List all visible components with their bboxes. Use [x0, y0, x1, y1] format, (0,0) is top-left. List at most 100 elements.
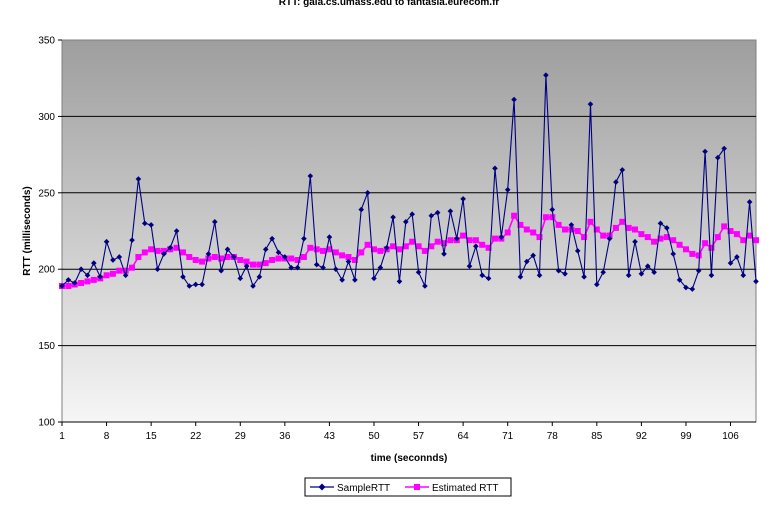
point-samplertt [78, 266, 84, 272]
point-samplertt [670, 251, 677, 257]
point-samplertt [288, 264, 295, 271]
point-estimated-rtt [345, 254, 352, 260]
point-samplertt [180, 274, 186, 280]
x-tick-label: 99 [680, 431, 692, 442]
point-estimated-rtt [746, 232, 753, 239]
point-estimated-rtt [300, 254, 307, 260]
point-samplertt [625, 272, 632, 279]
point-samplertt [313, 261, 320, 268]
point-estimated-rtt [243, 258, 250, 265]
point-samplertt [186, 283, 193, 289]
point-samplertt [212, 219, 218, 225]
point-estimated-rtt [307, 244, 314, 251]
point-estimated-rtt [396, 246, 403, 253]
point-estimated-rtt [460, 232, 467, 239]
x-tick-label: 64 [458, 431, 470, 442]
point-estimated-rtt [211, 254, 218, 260]
point-samplertt [59, 283, 65, 289]
point-estimated-rtt [358, 249, 365, 256]
point-samplertt [530, 252, 536, 259]
point-samplertt [606, 235, 613, 242]
x-tick-label: 15 [146, 431, 158, 442]
point-samplertt [262, 246, 269, 253]
point-estimated-rtt [683, 246, 689, 253]
point-estimated-rtt [555, 221, 562, 228]
point-samplertt [441, 251, 447, 257]
point-estimated-rtt [479, 241, 486, 248]
point-estimated-rtt [542, 214, 549, 221]
point-samplertt [377, 264, 384, 271]
point-samplertt [594, 281, 600, 288]
point-estimated-rtt [651, 238, 658, 245]
point-samplertt [613, 179, 619, 185]
point-estimated-rtt [288, 255, 295, 262]
x-tick-label: 57 [413, 431, 425, 442]
x-tick-label: 29 [235, 431, 247, 442]
point-estimated-rtt [619, 218, 626, 225]
point-estimated-rtt [320, 247, 326, 254]
point-samplertt [237, 275, 244, 282]
point-samplertt [91, 260, 97, 266]
point-samplertt [326, 234, 333, 240]
point-samplertt [422, 283, 428, 289]
point-estimated-rtt [218, 255, 225, 262]
point-samplertt [492, 165, 498, 172]
point-estimated-rtt [714, 234, 721, 241]
point-estimated-rtt [129, 264, 135, 271]
point-samplertt [695, 267, 702, 274]
point-samplertt [332, 266, 339, 272]
point-samplertt [282, 254, 288, 260]
x-axis: 1 8 15 22 29 36 43 50 57 64 71 78 85 92 99 106 [59, 421, 756, 442]
point-samplertt [434, 209, 441, 216]
x-tick-label: 22 [190, 431, 202, 442]
point-estimated-rtt [581, 234, 588, 241]
point-samplertt [504, 186, 511, 193]
point-samplertt [581, 274, 587, 280]
point-estimated-rtt [224, 254, 231, 260]
point-estimated-rtt [326, 246, 333, 253]
point-samplertt [256, 274, 263, 280]
x-tick-label: 106 [722, 431, 739, 442]
point-samplertt [116, 254, 123, 260]
point-estimated-rtt [122, 267, 129, 274]
x-tick-label: 1 [59, 431, 65, 442]
point-estimated-rtt [180, 249, 186, 256]
legend-sample-label: SampleRTT [337, 483, 390, 494]
point-estimated-rtt [562, 226, 568, 233]
point-samplertt [269, 235, 275, 242]
point-samplertt [294, 264, 301, 271]
y-tick-label: 250 [38, 188, 55, 199]
point-samplertt [352, 277, 358, 283]
point-estimated-rtt [351, 257, 358, 263]
point-estimated-rtt [415, 243, 422, 250]
point-samplertt [657, 220, 664, 227]
point-samplertt [167, 245, 174, 251]
point-samplertt [409, 211, 415, 217]
point-estimated-rtt [390, 243, 397, 250]
point-estimated-rtt [186, 254, 193, 260]
point-samplertt [536, 272, 543, 279]
x-tick-label: 92 [636, 431, 648, 442]
point-samplertt [727, 260, 734, 266]
point-estimated-rtt [702, 240, 709, 247]
point-estimated-rtt [447, 237, 454, 244]
point-samplertt [664, 225, 670, 231]
series-layer [59, 72, 759, 292]
point-estimated-rtt [237, 257, 244, 263]
point-samplertt [746, 199, 753, 205]
point-estimated-rtt [676, 241, 683, 248]
point-estimated-rtt [428, 243, 435, 250]
point-estimated-rtt [332, 249, 339, 256]
point-estimated-rtt [492, 235, 498, 242]
point-estimated-rtt [148, 246, 155, 253]
point-samplertt [199, 281, 205, 288]
point-estimated-rtt [536, 234, 543, 241]
point-samplertt [320, 264, 326, 271]
point-estimated-rtt [511, 212, 518, 219]
point-estimated-rtt [517, 221, 524, 228]
point-samplertt [358, 206, 365, 213]
point-estimated-rtt [313, 246, 320, 253]
point-samplertt [479, 272, 486, 279]
point-estimated-rtt [103, 272, 110, 279]
point-estimated-rtt [644, 234, 651, 241]
